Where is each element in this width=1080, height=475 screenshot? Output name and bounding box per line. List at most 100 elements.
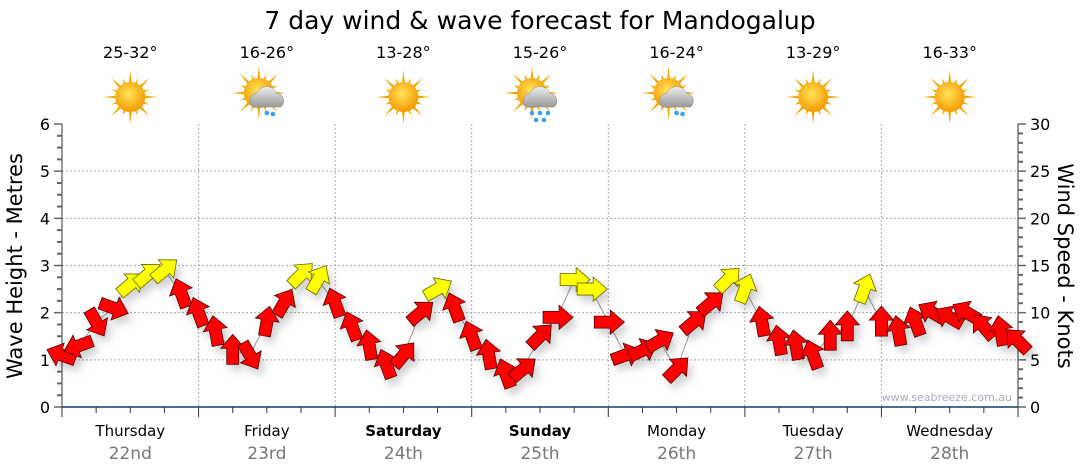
y-right-tick-label: 30 [1030,115,1050,134]
partly-cloudy-icon [231,66,286,120]
wind-arrow-red [593,309,625,335]
sun-ray [138,77,150,89]
sunny-icon [376,70,431,124]
wind-arrow-red [405,301,434,327]
wind-arrow-red [339,311,364,343]
sun-ray [231,91,246,95]
sun-ray [143,95,158,99]
y-left-tick-label: 2 [40,304,50,323]
sun-ray [948,109,952,124]
wind-arrow-red [678,311,707,337]
day-label: Thursday [94,422,165,440]
sun-ray [811,70,815,85]
temperature-range: 16-33° [922,43,977,62]
date-label: 28th [930,444,969,464]
wind-arrow-red [766,324,792,357]
y-right-tick-label: 5 [1030,351,1040,370]
sun-ray [505,91,520,95]
wind-arrow-red [442,292,467,324]
sun-ray [930,77,942,89]
sun-ray [667,105,671,120]
sun-ray [667,66,671,81]
sun-ray [512,73,524,85]
date-label: 22nd [109,444,152,464]
wind-arrow-red [202,315,229,347]
wind-arrow-red [868,305,895,337]
wind-arrow-red [525,324,552,351]
date-label: 26th [657,444,696,464]
wind-arrow-yellow [852,273,877,305]
wind-arrow-yellow [733,273,758,305]
wind-arrow-red [459,320,484,352]
y-right-tick-label: 20 [1030,209,1050,228]
sun-ray [794,77,806,89]
wind-arrow-red [834,310,861,342]
rain-drop [541,117,547,123]
temperature-range: 15-26° [513,43,568,62]
wind-arrow-red [237,339,262,370]
sun-ray [649,73,661,85]
y-axis-left-label: Wave Height - Metres [3,153,27,379]
temperature-range: 16-26° [240,43,295,62]
sun-disc [115,82,146,112]
sun-ray [401,109,405,124]
showers-icon [505,66,559,123]
sun-ray [239,73,251,85]
sun-ray [416,95,431,99]
wind-arrow-red [695,292,724,318]
wind-arrow-red [389,342,415,371]
sun-ray [826,95,841,99]
date-label: 25th [520,444,559,464]
rain-drop [533,117,539,123]
y-left-tick-label: 6 [40,115,50,134]
sun-ray [811,109,815,124]
wind-arrow-red [185,297,211,329]
chart-title: 7 day wind & wave forecast for Mandogalu… [264,6,815,35]
wind-arrow-yellow [713,267,740,295]
wind-arrow-yellow [421,277,452,302]
day-label: Monday [647,422,706,440]
wind-arrow-red [271,288,296,319]
temperature-range: 13-28° [376,43,431,62]
sun-ray [257,66,261,81]
sun-ray [128,109,132,124]
wind-arrow-red [661,357,689,384]
rain-drop [264,110,270,116]
y-right-tick-label: 10 [1030,304,1050,323]
wind-arrow-red [507,358,536,384]
wind-arrow-red [1006,329,1033,356]
wind-arrow-red [902,306,928,338]
sun-ray [821,105,833,117]
y-right-tick-label: 15 [1030,257,1050,276]
cloud-shape [659,86,694,108]
wind-arrow-yellow [576,276,608,302]
sun-disc [934,82,965,112]
sun-ray [239,101,251,113]
y-left-tick-label: 4 [40,209,50,228]
rain-drop [680,111,685,117]
date-label: 23rd [247,444,286,464]
day-label: Sunday [509,422,572,440]
sun-ray [930,105,942,117]
wind-arrow-red [935,305,966,331]
wind-arrow-red [800,339,825,371]
cloud-shape [249,86,284,108]
rain-drop [545,110,551,116]
sun-ray [540,73,552,85]
sun-ray [512,101,524,113]
temperature-range: 13-29° [786,43,841,62]
wind-arrow-yellow [149,259,178,285]
day-label: Saturday [365,422,442,440]
day-label: Wednesday [906,422,993,440]
rain-drop [270,111,276,117]
sun-ray [821,77,833,89]
sun-ray [257,105,261,120]
wind-arrow-red [643,329,674,354]
light-showers-icon [641,66,696,120]
sun-ray [128,70,132,85]
y-left-tick-label: 5 [40,162,50,181]
sun-ray [138,105,150,117]
rain-drop [529,110,535,116]
day-label: Friday [244,422,290,440]
sun-ray [530,66,534,81]
